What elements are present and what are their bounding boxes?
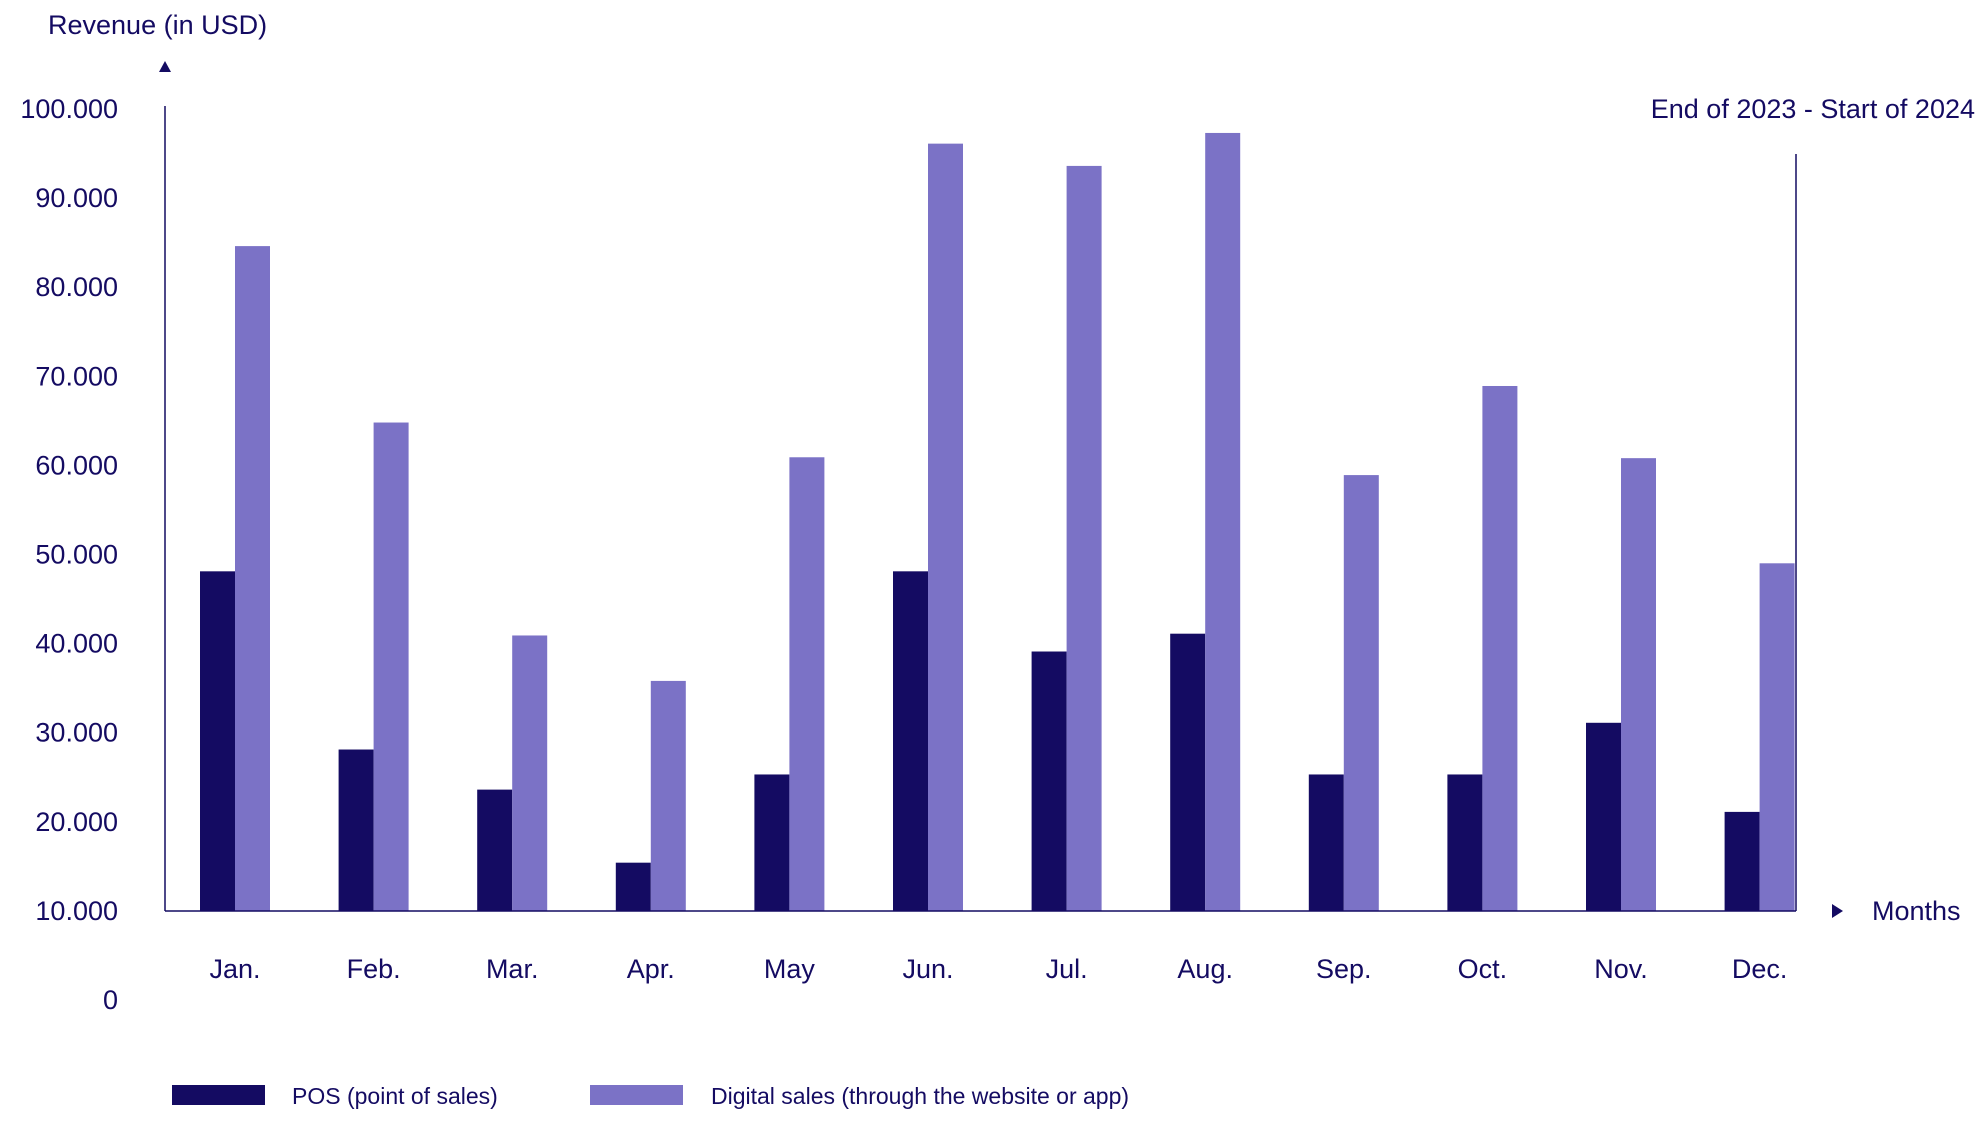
x-axis-label: Months [1872, 896, 1961, 926]
bars-group [200, 132, 1795, 912]
x-tick-label: Feb. [347, 954, 401, 984]
x-tick-label: Nov. [1594, 954, 1648, 984]
y-tick-label: 20.000 [35, 807, 118, 837]
bar-digital [235, 246, 270, 912]
x-tick-label: Aug. [1177, 954, 1233, 984]
bar-pos [754, 774, 790, 911]
bar-digital [1621, 458, 1656, 911]
x-tick-label: Jan. [209, 954, 260, 984]
y-axis-arrow-icon [159, 61, 171, 72]
chart-subtitle: End of 2023 - Start of 2024 [1651, 94, 1975, 124]
bar-pos [1447, 774, 1483, 911]
legend: POS (point of sales) Digital sales (throu… [172, 1083, 1129, 1109]
bar-pos [200, 571, 235, 911]
bar-digital [1343, 475, 1379, 911]
bar-pos [615, 862, 651, 911]
y-tick-label: 80.000 [35, 272, 118, 302]
bar-digital [1482, 385, 1518, 911]
legend-swatch [590, 1085, 683, 1105]
legend-label: POS (point of sales) [292, 1083, 498, 1109]
bar-digital [650, 680, 686, 911]
x-tick-label: Jun. [902, 954, 953, 984]
legend-swatch [172, 1085, 265, 1105]
bar-digital [1759, 563, 1795, 911]
y-tick-label: 0 [103, 985, 118, 1015]
bar-pos [477, 789, 513, 911]
bar-digital [789, 457, 825, 911]
x-axis-ticks: Jan. Feb. Mar. Apr. May Jun. Jul. Aug. Sep. Oct. N… [209, 954, 1787, 984]
y-axis-ticks: 0 10.000 20.000 30.000 40.000 50.000 60.000 70.… [20, 94, 118, 1015]
bar-digital [1205, 132, 1241, 911]
y-tick-label: 40.000 [35, 629, 118, 659]
x-tick-label: May [764, 954, 816, 984]
bar-digital [1066, 165, 1102, 912]
x-axis-arrow-icon [1832, 904, 1843, 918]
bar-digital [373, 422, 409, 911]
axes-group [159, 61, 1843, 918]
x-tick-label: Jul. [1046, 954, 1088, 984]
x-tick-label: Sep. [1316, 954, 1372, 984]
y-tick-label: 30.000 [35, 718, 118, 748]
y-tick-label: 10.000 [35, 896, 118, 926]
bar-pos [1586, 722, 1621, 911]
y-tick-label: 50.000 [35, 540, 118, 570]
bar-pos [1724, 811, 1760, 911]
y-axis-label: Revenue (in USD) [48, 10, 267, 40]
bar-pos [893, 571, 928, 911]
bar-digital [512, 635, 548, 911]
y-tick-label: 100.000 [20, 94, 118, 124]
y-tick-label: 70.000 [35, 361, 118, 391]
x-tick-label: Dec. [1732, 954, 1788, 984]
legend-label: Digital sales (through the website or ap… [711, 1083, 1129, 1109]
bar-digital [928, 143, 963, 911]
x-tick-label: Apr. [627, 954, 675, 984]
bar-pos [1308, 774, 1344, 911]
y-tick-label: 60.000 [35, 450, 118, 480]
bar-pos [1031, 651, 1067, 911]
x-tick-label: Mar. [486, 954, 539, 984]
y-tick-label: 90.000 [35, 183, 118, 213]
bar-pos [338, 749, 374, 911]
x-tick-label: Oct. [1458, 954, 1508, 984]
bar-pos [1170, 633, 1206, 911]
